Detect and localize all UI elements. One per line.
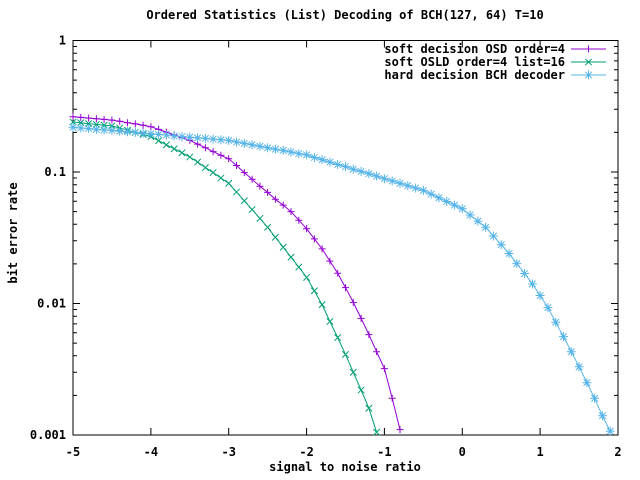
series-markers <box>68 122 615 436</box>
legend-sample-1 <box>571 58 606 66</box>
x-tick-label: -3 <box>221 445 235 459</box>
x-tick-label: 0 <box>459 445 466 459</box>
x-tick-label: 1 <box>536 445 543 459</box>
x-tick-label: -5 <box>66 445 80 459</box>
legend-line-samples <box>571 45 606 80</box>
legend-sample-2 <box>571 70 606 80</box>
series-markers <box>69 113 404 434</box>
x-tick-label: -4 <box>144 445 158 459</box>
y-tick-label: 0.1 <box>44 165 66 179</box>
series-line <box>72 126 611 432</box>
curves-layer <box>68 113 615 436</box>
series-0 <box>69 113 404 434</box>
legend-sample-0 <box>571 45 606 53</box>
legend: soft decision OSD order=4 soft OSLD orde… <box>384 42 606 82</box>
legend-label-bch: hard decision BCH decoder <box>384 68 565 82</box>
series-1 <box>69 118 381 436</box>
x-axis-label: signal to noise ratio <box>269 460 421 474</box>
y-tick-label: 0.01 <box>37 297 66 311</box>
y-tick-label: 0.001 <box>30 428 66 442</box>
y-tick-label: 1 <box>59 34 66 48</box>
series-line <box>72 121 378 433</box>
chart-title: Ordered Statistics (List) Decoding of BC… <box>146 8 543 22</box>
plot-border <box>72 40 619 436</box>
series-2 <box>68 122 615 436</box>
x-tick-label: -1 <box>377 445 391 459</box>
axis-ticks: -5 -4 -3 -2 -1 0 1 2 1 0.1 0.01 0.001 <box>30 34 622 460</box>
y-axis-label: bit error rate <box>6 182 20 283</box>
legend-label-osd: soft decision OSD order=4 <box>384 42 565 56</box>
legend-label-osld: soft OSLD order=4 list=16 <box>384 55 565 69</box>
series-markers <box>69 118 381 436</box>
x-tick-label: -2 <box>299 445 313 459</box>
x-tick-label: 2 <box>614 445 621 459</box>
